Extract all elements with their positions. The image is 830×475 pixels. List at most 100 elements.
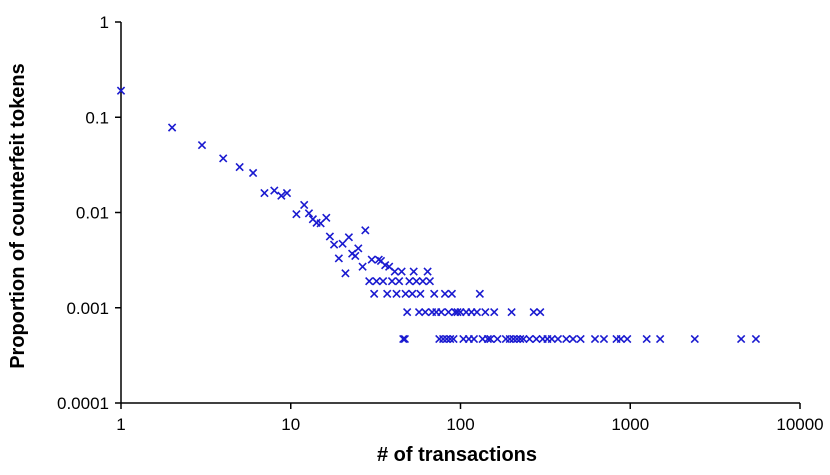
- x-axis-title: # of transactions: [377, 444, 537, 466]
- y-axis-title: Proportion of counterfeit tokens: [7, 63, 29, 369]
- data-point: [576, 334, 585, 344]
- data-point: [568, 334, 578, 344]
- data-point: [423, 267, 432, 276]
- data-point: [383, 289, 392, 298]
- data-point: [400, 334, 410, 344]
- data-point: [167, 123, 177, 132]
- data-point: [260, 188, 269, 198]
- x-tick-label: 1000: [611, 415, 649, 434]
- data-point: [536, 307, 545, 317]
- data-point: [401, 289, 410, 298]
- data-point: [475, 289, 485, 298]
- data-point: [304, 209, 314, 218]
- y-tick-label: 0.01: [76, 204, 109, 223]
- data-point: [599, 334, 609, 344]
- data-point: [512, 334, 522, 344]
- data-point: [344, 233, 354, 242]
- data-point: [449, 334, 458, 344]
- data-point: [397, 267, 406, 276]
- data-point: [325, 232, 335, 241]
- data-point: [751, 334, 761, 344]
- x-tick-labels: 1 10 100 1000 10000: [116, 415, 823, 434]
- data-point: [623, 334, 632, 344]
- data-point: [235, 162, 244, 172]
- data-point: [270, 186, 279, 195]
- data-point: [529, 307, 538, 317]
- data-point: [341, 269, 350, 278]
- data-point: [116, 86, 126, 95]
- data-point: [405, 277, 414, 286]
- x-tick-label: 10000: [776, 415, 823, 434]
- data-point: [501, 334, 511, 344]
- data-point: [507, 307, 516, 317]
- data-point: [394, 277, 404, 286]
- data-point: [690, 334, 699, 344]
- data-point: [469, 334, 479, 344]
- data-point: [351, 251, 360, 261]
- data-point: [367, 255, 376, 264]
- data-point: [387, 277, 397, 286]
- data-point: [493, 334, 502, 344]
- data-point: [438, 334, 448, 344]
- data-point: [369, 289, 379, 298]
- data-point: [358, 262, 367, 271]
- data-point: [642, 334, 651, 344]
- data-point: [655, 334, 665, 344]
- data-point: [421, 307, 430, 317]
- data-point: [590, 334, 600, 344]
- data-point: [361, 226, 370, 235]
- data-point: [516, 334, 525, 344]
- data-point: [322, 213, 331, 222]
- data-point: [282, 188, 292, 198]
- data-point: [532, 334, 541, 344]
- data-point: [505, 334, 514, 344]
- data-point: [442, 334, 451, 344]
- plot-axes: [115, 21, 801, 409]
- data-point: [562, 334, 571, 344]
- data-point: [444, 307, 453, 317]
- data-point: [277, 191, 286, 200]
- data-point: [553, 334, 563, 344]
- data-point: [197, 140, 207, 150]
- data-point: [547, 334, 556, 344]
- data-point: [447, 289, 457, 298]
- data-point: [430, 289, 439, 298]
- data-point: [616, 334, 625, 344]
- data-point: [392, 289, 401, 298]
- data-point: [292, 210, 301, 219]
- y-tick-label: 0.001: [66, 299, 109, 318]
- data-point: [365, 277, 374, 286]
- data-point: [481, 307, 490, 317]
- data-point: [483, 334, 493, 344]
- y-tick-label: 0.1: [85, 108, 109, 127]
- data-point: [519, 334, 528, 344]
- data-point: [248, 168, 258, 178]
- data-point: [416, 289, 425, 298]
- data-point: [736, 334, 746, 344]
- data-point: [409, 267, 418, 276]
- data-point: [219, 154, 228, 163]
- data-point: [372, 277, 381, 286]
- data-point: [378, 277, 388, 286]
- data-point: [435, 334, 444, 344]
- data-point: [437, 307, 446, 317]
- x-tick-label: 100: [446, 415, 474, 434]
- data-point: [338, 239, 347, 248]
- data-point: [490, 307, 499, 317]
- data-point: [414, 307, 424, 317]
- data-point: [402, 307, 412, 317]
- data-point: [418, 277, 428, 286]
- data-point: [408, 289, 417, 298]
- data-point: [412, 277, 421, 286]
- data-points: [116, 86, 761, 344]
- data-point: [390, 267, 399, 276]
- data-point: [525, 334, 534, 344]
- data-point: [509, 334, 518, 344]
- x-tick-label: 10: [281, 415, 300, 434]
- data-point: [354, 244, 363, 253]
- data-point: [425, 277, 435, 286]
- data-point: [334, 254, 344, 263]
- data-point: [472, 307, 482, 317]
- x-tick-label: 1: [116, 415, 125, 434]
